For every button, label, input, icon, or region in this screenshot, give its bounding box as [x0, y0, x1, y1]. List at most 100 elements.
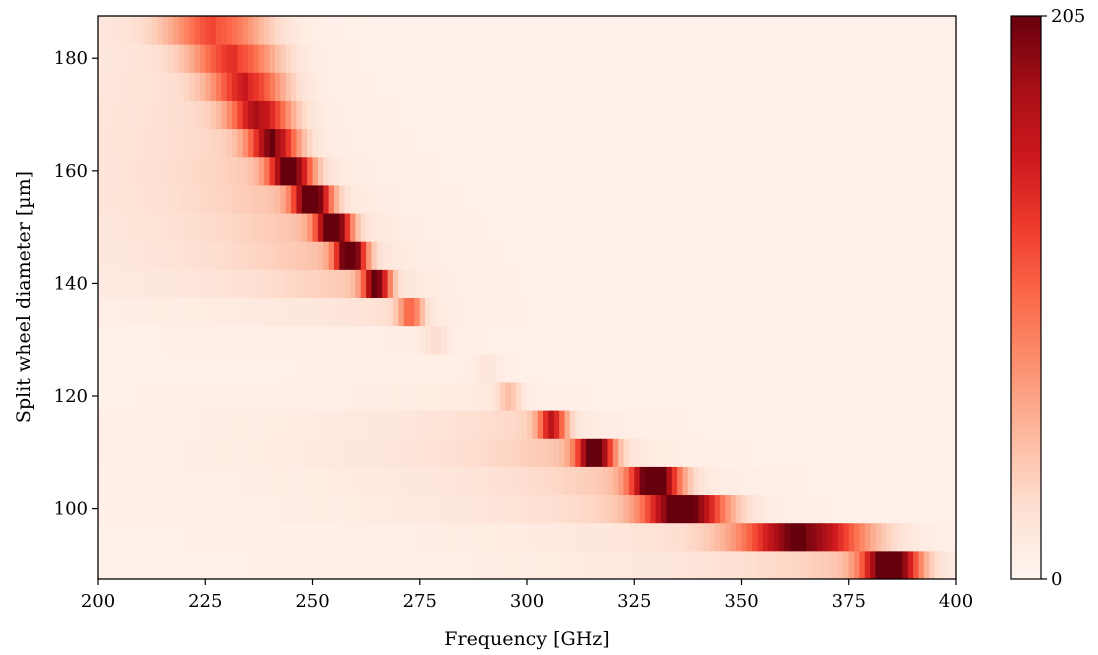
heatmap-cell — [210, 241, 217, 270]
heatmap-cell — [666, 72, 673, 101]
heatmap-cell — [821, 72, 828, 101]
heatmap-cell — [687, 381, 694, 411]
heatmap-cell — [768, 156, 775, 186]
heatmap-cell — [510, 297, 517, 327]
heatmap-cell — [398, 494, 405, 524]
heatmap-cell — [805, 325, 812, 355]
heatmap-cell — [886, 128, 893, 158]
heatmap-cell — [703, 213, 710, 242]
heatmap-cell — [821, 494, 828, 524]
heatmap-cell — [151, 297, 158, 327]
heatmap-cell — [516, 410, 523, 439]
heatmap-cell — [854, 16, 861, 45]
heatmap-cell — [446, 550, 453, 580]
heatmap-cell — [880, 297, 887, 327]
heatmap-cell — [612, 438, 619, 467]
heatmap-cell — [671, 241, 678, 270]
heatmap-cell — [543, 241, 550, 270]
heatmap-cell — [880, 213, 887, 242]
heatmap-cell — [301, 184, 308, 214]
heatmap-cell — [532, 156, 539, 186]
heatmap-cell — [880, 128, 887, 158]
heatmap-cell — [741, 325, 748, 355]
heatmap-cell — [253, 72, 260, 101]
heatmap-cell — [189, 128, 196, 158]
heatmap-cell — [527, 72, 533, 101]
heatmap-cell — [146, 213, 153, 242]
heatmap-cell — [130, 466, 137, 496]
heatmap-cell — [703, 494, 710, 524]
heatmap-cell — [199, 410, 206, 439]
heatmap-cell — [489, 100, 496, 130]
heatmap-cell — [623, 100, 630, 130]
heatmap-cell — [730, 72, 737, 101]
heatmap-cell — [805, 213, 812, 242]
heatmap-cell — [800, 156, 807, 186]
heatmap-cell — [934, 381, 941, 411]
heatmap-cell — [323, 466, 330, 496]
heatmap-cell — [918, 156, 925, 186]
heatmap-cell — [328, 466, 335, 496]
heatmap-cell — [124, 184, 131, 214]
heatmap-cell — [521, 72, 528, 101]
heatmap-cell — [875, 269, 882, 298]
heatmap-cell — [135, 297, 142, 327]
heatmap-cell — [661, 297, 668, 327]
heatmap-cell — [725, 381, 732, 411]
heatmap-cell — [98, 184, 104, 214]
heatmap-cell — [414, 438, 421, 467]
heatmap-cell — [800, 325, 807, 355]
heatmap-cell — [360, 438, 367, 467]
heatmap-cell — [253, 128, 260, 158]
heatmap-cell — [478, 494, 485, 524]
heatmap-cell — [854, 44, 861, 73]
heatmap-cell — [907, 410, 914, 439]
heatmap-cell — [532, 16, 539, 45]
heatmap-cell — [618, 494, 625, 524]
heatmap-cell — [301, 438, 308, 467]
heatmap-cell — [795, 325, 802, 355]
heatmap-cell — [709, 16, 716, 45]
heatmap-cell — [505, 325, 512, 355]
heatmap-cell — [741, 241, 748, 270]
heatmap-cell — [237, 184, 244, 214]
heatmap-cell — [339, 213, 346, 242]
heatmap-cell — [451, 466, 458, 496]
heatmap-cell — [543, 213, 550, 242]
heatmap-cell — [183, 128, 190, 158]
heatmap-cell — [698, 325, 705, 355]
heatmap-cell — [628, 438, 635, 467]
heatmap-cell — [623, 297, 630, 327]
heatmap-cell — [591, 184, 598, 214]
heatmap-cell — [714, 72, 721, 101]
heatmap-cell — [752, 100, 759, 130]
heatmap-cell — [859, 550, 866, 580]
heatmap-cell — [248, 269, 255, 298]
heatmap-cell — [264, 325, 271, 355]
heatmap-cell — [317, 325, 324, 355]
heatmap-cell — [510, 438, 517, 467]
heatmap-cell — [934, 325, 941, 355]
heatmap-cell — [376, 128, 383, 158]
heatmap-cell — [870, 44, 877, 73]
heatmap-cell — [666, 44, 673, 73]
heatmap-cell — [451, 44, 458, 73]
heatmap-cell — [221, 213, 228, 242]
heatmap-cell — [687, 269, 694, 298]
heatmap-cell — [564, 241, 571, 270]
heatmap-cell — [344, 213, 351, 242]
heatmap-cell — [403, 72, 410, 101]
heatmap-cell — [221, 241, 228, 270]
heatmap-cell — [553, 241, 560, 270]
heatmap-cell — [698, 353, 705, 383]
heatmap-cell — [232, 325, 239, 355]
heatmap-cell — [430, 381, 437, 411]
heatmap-cell — [564, 494, 571, 524]
heatmap-cell — [821, 438, 828, 467]
heatmap-cell — [918, 494, 925, 524]
heatmap-cell — [838, 297, 844, 327]
heatmap-cell — [639, 297, 646, 327]
heatmap-cell — [553, 325, 560, 355]
heatmap-cell — [585, 44, 592, 73]
heatmap-cell — [194, 381, 201, 411]
